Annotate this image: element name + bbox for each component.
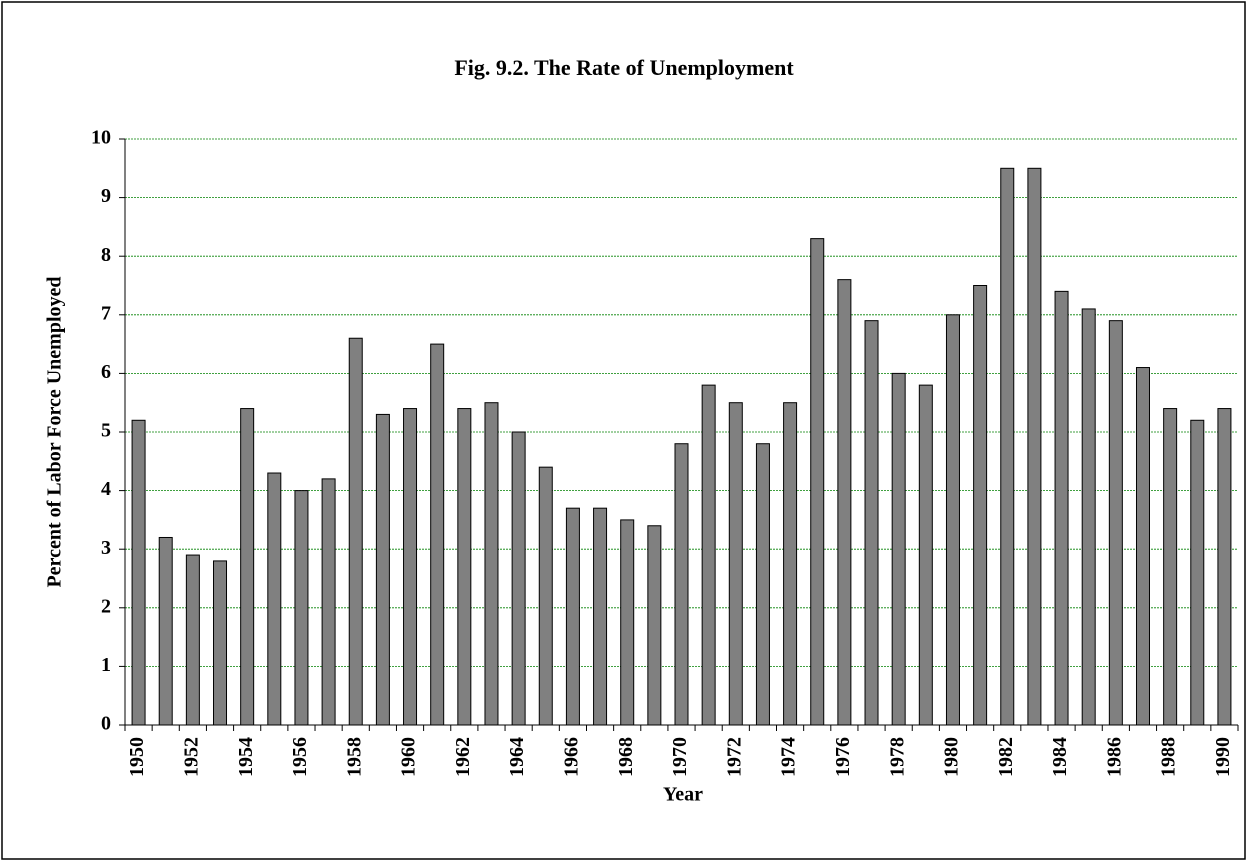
x-tick-label: 1964 bbox=[506, 737, 528, 777]
bar bbox=[783, 402, 798, 726]
bar bbox=[1027, 167, 1042, 726]
y-tick-label: 7 bbox=[101, 302, 111, 324]
x-tick-label: 1978 bbox=[886, 737, 908, 777]
bar bbox=[430, 343, 445, 726]
bar bbox=[375, 413, 390, 726]
bar bbox=[457, 408, 472, 726]
bar bbox=[294, 490, 309, 726]
chart-title: Fig. 9.2. The Rate of Unemployment bbox=[454, 55, 794, 80]
x-tick-label: 1958 bbox=[343, 737, 365, 777]
bar bbox=[647, 525, 662, 726]
x-tick-label: 1966 bbox=[561, 737, 583, 777]
bar bbox=[945, 314, 960, 726]
bar bbox=[837, 279, 852, 726]
bar bbox=[1054, 290, 1069, 726]
y-tick-label: 1 bbox=[101, 654, 111, 676]
x-tick-label: 1972 bbox=[723, 737, 745, 777]
x-axis-label: Year bbox=[663, 784, 703, 806]
x-tick-label: 1984 bbox=[1049, 737, 1071, 777]
y-tick-label: 5 bbox=[101, 420, 111, 442]
bar bbox=[1081, 308, 1096, 726]
x-tick-label: 1974 bbox=[778, 737, 800, 777]
x-tick-label: 1976 bbox=[832, 737, 854, 777]
bar bbox=[918, 384, 933, 726]
y-tick-label: 9 bbox=[101, 185, 111, 207]
bar bbox=[1108, 320, 1123, 726]
bar bbox=[185, 554, 200, 726]
bar bbox=[213, 560, 228, 726]
x-tick-label: 1990 bbox=[1212, 737, 1234, 777]
bar bbox=[511, 431, 526, 726]
bar bbox=[348, 337, 363, 726]
y-tick-label: 4 bbox=[101, 478, 111, 500]
y-axis-label: Percent of Labor Force Unemployed bbox=[44, 276, 66, 587]
bar bbox=[1217, 408, 1232, 726]
x-tick-label: 1954 bbox=[235, 737, 257, 777]
bar bbox=[240, 408, 255, 726]
bar bbox=[1163, 408, 1178, 726]
bar bbox=[158, 536, 173, 726]
x-tick-label: 1962 bbox=[452, 737, 474, 777]
bar bbox=[538, 466, 553, 726]
bar bbox=[565, 507, 580, 726]
bar bbox=[403, 408, 418, 726]
bar bbox=[810, 238, 825, 726]
bar bbox=[973, 285, 988, 726]
bar bbox=[674, 443, 689, 726]
y-tick-label: 2 bbox=[101, 595, 111, 617]
y-tick-label: 6 bbox=[101, 361, 111, 383]
x-tick-label: 1970 bbox=[669, 737, 691, 777]
x-tick-label: 1988 bbox=[1158, 737, 1180, 777]
x-tick-label: 1980 bbox=[941, 737, 963, 777]
bar bbox=[131, 419, 146, 726]
bar bbox=[1190, 419, 1205, 726]
y-tick-label: 0 bbox=[101, 713, 111, 735]
bar bbox=[701, 384, 716, 726]
x-tick-label: 1952 bbox=[180, 737, 202, 777]
bar bbox=[1135, 367, 1150, 726]
y-tick-label: 3 bbox=[101, 537, 111, 559]
x-tick-label: 1982 bbox=[995, 737, 1017, 777]
x-tick-label: 1968 bbox=[615, 737, 637, 777]
bar bbox=[267, 472, 282, 726]
x-tick-label: 1960 bbox=[398, 737, 420, 777]
y-tick-label: 8 bbox=[101, 244, 111, 266]
x-tick-label: 1986 bbox=[1103, 737, 1125, 777]
bar bbox=[593, 507, 608, 726]
y-tick-label: 10 bbox=[91, 127, 111, 149]
bar bbox=[620, 519, 635, 726]
bar bbox=[1000, 167, 1015, 726]
bar bbox=[755, 443, 770, 726]
x-tick-label: 1950 bbox=[126, 737, 148, 777]
bar bbox=[864, 320, 879, 726]
bar bbox=[891, 372, 906, 726]
bar bbox=[728, 402, 743, 726]
x-tick-label: 1956 bbox=[289, 737, 311, 777]
bar bbox=[321, 478, 336, 726]
bar bbox=[484, 402, 499, 726]
